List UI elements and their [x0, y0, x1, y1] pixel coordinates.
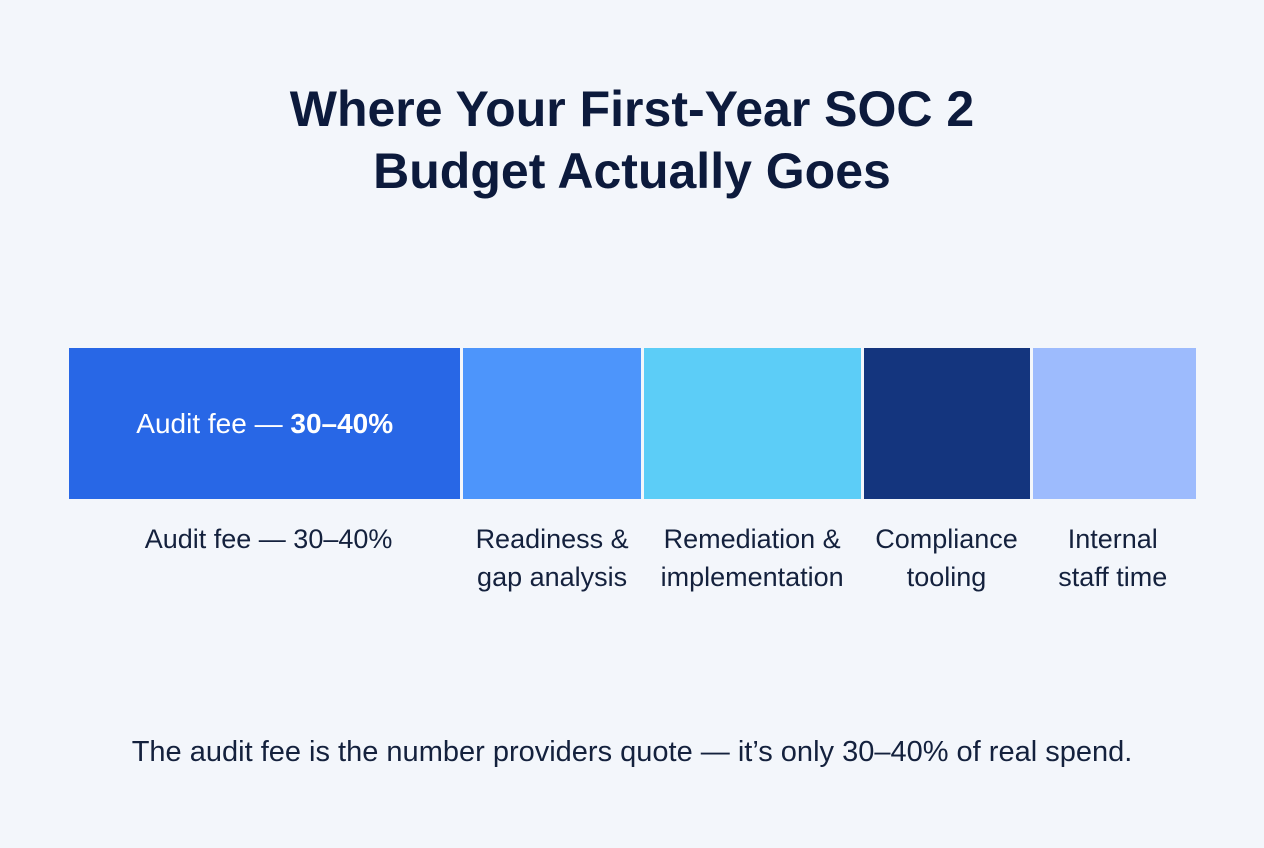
category-label-3-line-1: Remediation &	[663, 524, 841, 554]
category-label-5-line-1: Internal	[1067, 524, 1158, 554]
bar-segment-1-label-value: 30–40%	[290, 407, 394, 439]
bar-segment-5	[1032, 348, 1196, 499]
bar-segment-1-label-prefix: Audit fee —	[136, 407, 291, 439]
bar-segment-3	[643, 348, 861, 499]
category-label-2-line-1: Readiness &	[475, 524, 629, 554]
category-label-4: Compliance tooling	[827, 520, 1067, 596]
category-label-3-line-2: implementation	[660, 562, 844, 592]
bar-segment-2	[463, 348, 641, 499]
chart-title: Where Your First-Year SOC 2 Budget Actua…	[0, 78, 1264, 202]
bar-segment-1: Audit fee — 30–40%	[69, 348, 461, 499]
bar-segment-4	[863, 348, 1030, 499]
category-label-4-line-2: tooling	[906, 562, 987, 592]
footnote: The audit fee is the number providers qu…	[131, 736, 1133, 768]
category-label-5-line-2: staff time	[1058, 562, 1168, 592]
chart-title-line-1: Where Your First-Year SOC 2	[289, 81, 975, 137]
category-label-2-line-2: gap analysis	[477, 562, 628, 592]
stacked-bar: Audit fee — 30–40%	[69, 348, 1196, 499]
chart-title-line-2: Budget Actually Goes	[373, 143, 891, 199]
category-label-1: Audit fee — 30–40%	[144, 520, 393, 558]
category-label-4-line-1: Compliance	[875, 524, 1018, 554]
category-label-5: Internal staff time	[993, 520, 1233, 596]
category-label-2: Readiness & gap analysis	[432, 520, 672, 596]
category-label-3: Remediation & implementation	[632, 520, 872, 596]
category-label-1-line-1: Audit fee — 30–40%	[144, 524, 393, 554]
bar-segment-1-label: Audit fee — 30–40%	[69, 348, 460, 499]
